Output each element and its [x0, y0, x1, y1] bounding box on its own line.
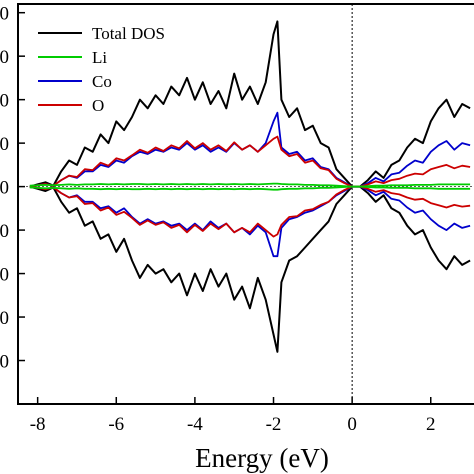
series-li-up — [29, 182, 471, 188]
y-tick-label: 0 — [0, 47, 9, 68]
x-tick-label: 0 — [347, 414, 357, 435]
y-tick-label: 0 — [0, 91, 9, 112]
x-tick-label: -4 — [187, 414, 203, 435]
legend-label: O — [92, 96, 104, 115]
legend-label: Li — [92, 48, 107, 67]
legend-label: Co — [92, 72, 112, 91]
x-axis-label: Energy (eV) — [195, 443, 329, 473]
x-tick-label: -8 — [30, 414, 46, 435]
series-total-dos-up — [29, 20, 471, 188]
series-li-down — [29, 185, 471, 191]
series-layer — [29, 20, 471, 353]
plot-frame — [17, 3, 474, 405]
series-o-up — [29, 135, 471, 188]
y-tick-label: 0 — [0, 308, 9, 329]
series-o-down — [29, 185, 471, 238]
y-tick-label: 0 — [0, 221, 9, 242]
y-tick-label: 0 — [0, 352, 9, 373]
y-tick-label: 0 — [0, 4, 9, 25]
legend-label: Total DOS — [92, 24, 165, 43]
y-axis-ticks: 0 0 0 0 0 0 0 0 0 — [0, 4, 25, 373]
y-tick-label: 0 — [0, 178, 9, 199]
series-co-up — [29, 111, 471, 188]
series-co-down — [29, 185, 471, 258]
x-tick-label: -6 — [108, 414, 124, 435]
x-axis-ticks: -8 -6 -4 -2 0 2 — [30, 397, 436, 435]
legend: Total DOS Li Co O — [38, 24, 165, 115]
x-tick-label: 2 — [426, 414, 436, 435]
y-tick-label: 0 — [0, 265, 9, 286]
x-tick-label: -2 — [266, 414, 282, 435]
series-total-dos-down — [29, 185, 471, 353]
y-tick-label: 0 — [0, 134, 9, 155]
